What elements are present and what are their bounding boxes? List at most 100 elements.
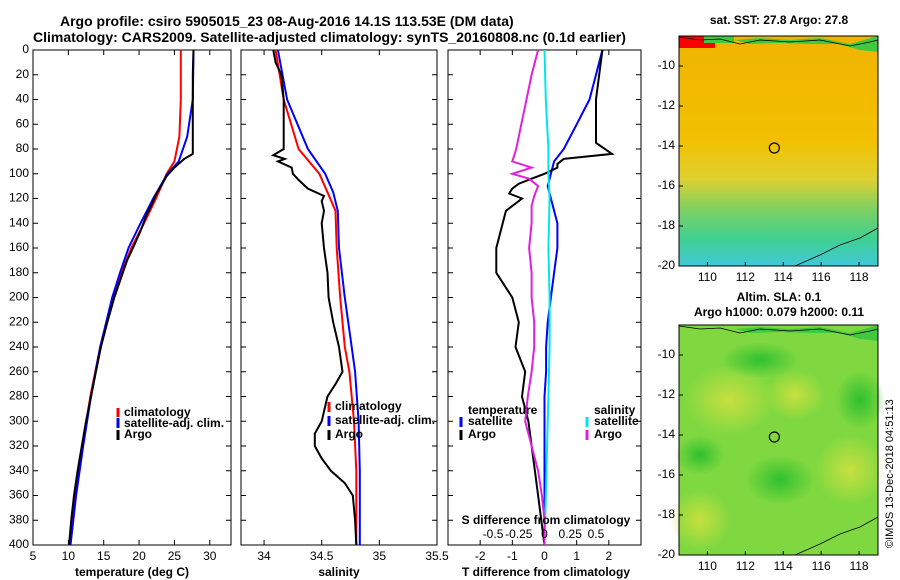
series-line-s-satellite — [543, 50, 551, 545]
y-tick-label: 60 — [16, 116, 30, 130]
y-tick-label: 220 — [9, 314, 29, 328]
legend-satellite-label: satellite-adj. clim. — [335, 413, 435, 427]
sla-map-subtitle: Argo h1000: 0.079 h2000: 0.11 — [694, 305, 864, 319]
y-tick-label: 40 — [16, 92, 30, 106]
map-y-tick-label: -18 — [658, 507, 676, 521]
s-tick-label: -0.5 — [483, 527, 504, 541]
series-line-argo — [270, 50, 358, 545]
legend-argo-label: Argo — [335, 427, 363, 441]
x-tick-label: 34.5 — [310, 549, 334, 563]
sla-map-frame — [678, 324, 879, 556]
y-tick-label: 400 — [9, 537, 29, 551]
x-tick-label: 20 — [132, 549, 146, 563]
s-difference-label: S difference from climatology — [462, 513, 631, 527]
sst-coastline — [678, 36, 879, 47]
x-tick-label: 1 — [573, 549, 580, 563]
s-tick-label: 0.25 — [559, 527, 583, 541]
salinity-legend: climatology satellite-adj. clim. Argo — [327, 399, 435, 441]
y-tick-label: 240 — [9, 339, 29, 353]
temperature-legend: climatology satellite-adj. clim. Argo — [116, 405, 224, 441]
s-tick-label: -0.25 — [505, 527, 533, 541]
difference-panel: -2 -1 0 1 2 T difference from climatology te… — [447, 49, 642, 579]
map-y-tick-label: -18 — [658, 218, 676, 232]
map-x-tick-label: 112 — [736, 270, 755, 284]
temperature-panel-frame — [32, 49, 232, 546]
legend-t-argo-label: Argo — [468, 427, 496, 441]
sst-map: sat. SST: 27.8 Argo: 27.8 110 112 114 116 11… — [658, 13, 879, 284]
map-y-tick-label: -20 — [658, 258, 676, 272]
sst-map-title: sat. SST: 27.8 Argo: 27.8 — [710, 13, 849, 27]
y-tick-label: 160 — [9, 240, 29, 254]
legend-salinity-title: salinity — [594, 403, 636, 417]
credit-text: ©IMOS 13-Dec-2018 04:51:13 — [884, 399, 896, 548]
difference-legend: temperature satellite Argo salinity sate… — [459, 403, 639, 441]
map-y-tick-label: -16 — [658, 178, 676, 192]
sst-map-frame — [678, 35, 879, 267]
sla-coastline — [678, 325, 879, 336]
temperature-xlabel: temperature (deg C) — [75, 565, 189, 579]
map-y-tick-label: -14 — [658, 138, 676, 152]
y-tick-label: 380 — [9, 512, 29, 526]
map-x-tick-label: 110 — [698, 270, 717, 284]
x-tick-label: 2 — [605, 549, 612, 563]
y-tick-label: 320 — [9, 438, 29, 452]
sst-coast-patch — [704, 36, 734, 43]
sla-southwest-coastline — [794, 516, 879, 556]
x-tick-label: 30 — [203, 549, 217, 563]
map-x-tick-label: 114 — [774, 270, 793, 284]
map-y-tick-label: -10 — [658, 58, 676, 72]
s-tick-label: 0 — [541, 527, 548, 541]
x-tick-label: 35 — [373, 549, 387, 563]
sla-high-2 — [765, 370, 825, 420]
sla-profile-marker — [768, 431, 780, 443]
sla-low-1 — [720, 342, 800, 378]
map-x-tick-label: 116 — [812, 270, 831, 284]
sla-high-1 — [685, 365, 775, 435]
sla-map: Altim. SLA: 0.1 Argo h1000: 0.079 h2000:… — [658, 290, 885, 573]
legend-s-argo-label: Argo — [594, 427, 622, 441]
series-line-s-argo — [508, 50, 546, 545]
map-y-tick-label: -10 — [658, 347, 676, 361]
series-line-climatology — [274, 50, 358, 545]
map-y-tick-label: -14 — [658, 427, 676, 441]
map-x-tick-label: 112 — [736, 559, 755, 573]
map-x-tick-label: 116 — [812, 559, 831, 573]
x-tick-label: 0 — [541, 549, 548, 563]
salinity-xlabel: salinity — [318, 565, 360, 579]
legend-temperature-title: temperature — [468, 403, 538, 417]
x-tick-label: 15 — [97, 549, 111, 563]
y-tick-label: 80 — [16, 141, 30, 155]
sla-low-4 — [675, 435, 725, 475]
x-tick-label: 35.5 — [425, 549, 449, 563]
legend-climatology-label: climatology — [124, 405, 191, 419]
y-tick-label: 180 — [9, 265, 29, 279]
temperature-panel: 0 20 40 60 80 100 120 140 160 180 200 220 240 260 280 3… — [9, 42, 232, 579]
y-tick-label: 280 — [9, 389, 29, 403]
y-tick-label: 200 — [9, 290, 29, 304]
y-tick-label: 100 — [9, 166, 29, 180]
y-tick-label: 140 — [9, 215, 29, 229]
legend-climatology-label: climatology — [335, 399, 402, 413]
x-tick-label: -1 — [507, 549, 518, 563]
sla-high-4 — [670, 490, 730, 550]
legend-argo-label: Argo — [124, 427, 152, 441]
series-line-t-argo — [495, 50, 615, 545]
y-tick-label: 20 — [16, 67, 30, 81]
map-x-tick-label: 110 — [698, 559, 717, 573]
x-tick-label: 5 — [30, 549, 37, 563]
salinity-panel: 34 34.5 35 35.5 salinity climatology satell… — [240, 49, 449, 579]
sla-map-title: Altim. SLA: 0.1 — [737, 290, 822, 304]
map-y-tick-label: -16 — [658, 467, 676, 481]
x-tick-label: -2 — [475, 549, 486, 563]
figure-title-line2: Climatology: CARS2009. Satellite-adjuste… — [33, 29, 626, 45]
y-tick-label: 0 — [22, 42, 29, 56]
salinity-panel-frame — [240, 49, 438, 546]
sst-southwest-coastline — [794, 227, 879, 267]
y-tick-label: 120 — [9, 191, 29, 205]
series-line-satellite-adj-clim- — [69, 50, 195, 545]
series-line-argo — [68, 50, 195, 545]
s-tick-label: 0.5 — [588, 527, 605, 541]
sla-low-3 — [745, 455, 815, 505]
map-x-tick-label: 118 — [849, 270, 868, 284]
